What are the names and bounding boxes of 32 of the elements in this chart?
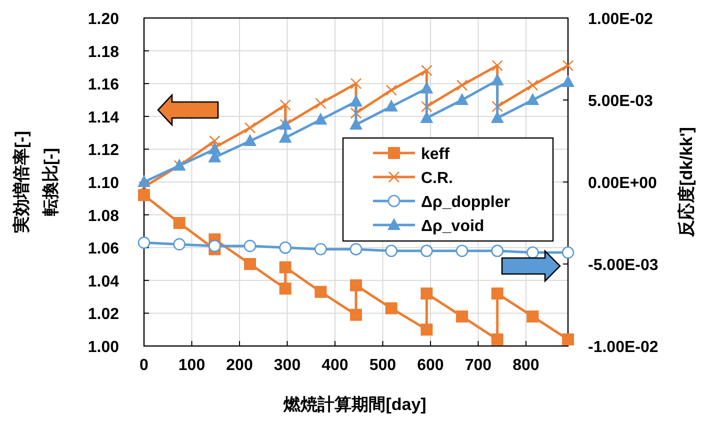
y-axis-title: 実効増倍率[-] 転換比[-]: [11, 131, 60, 234]
y-tick-label: 1.10: [88, 175, 120, 192]
x-tick-label: 500: [369, 357, 396, 374]
x-tick-label: 800: [512, 357, 540, 374]
y-tick-label: 1.12: [88, 142, 120, 160]
y2-tick-label: -5.00E-03: [588, 257, 658, 274]
y-tick-label: 1.04: [88, 273, 120, 290]
y-tick-label: 1.06: [88, 240, 120, 258]
y2-tick-label: 5.00E-03: [588, 93, 654, 110]
x-axis-title: 燃焼計算期間[day]: [282, 395, 426, 414]
x-tick-label: 100: [178, 357, 206, 374]
y2-axis-title: 反応度[dk/kk']: [677, 127, 696, 238]
y-tick-label: 1.08: [88, 208, 120, 225]
legend-label: C.R.: [421, 170, 453, 187]
x-tick-label: 400: [322, 357, 348, 374]
legend-label: keff: [421, 146, 450, 163]
y2-tick-label: -1.00E-02: [588, 339, 658, 356]
y-tick-label: 1.18: [88, 44, 120, 61]
y2-tick-label: 1.00E-02: [588, 11, 654, 28]
x-tick-label: 700: [464, 357, 492, 374]
x-tick-label: 600: [417, 357, 444, 374]
x-tick-label: 0: [140, 357, 149, 374]
y-tick-label: 1.02: [88, 306, 120, 324]
y2-tick-label: 0.00E+00: [588, 175, 658, 192]
y-tick-label: 1.20: [88, 11, 120, 28]
x-tick-label: 300: [274, 357, 301, 374]
x-tick-label: 200: [226, 357, 253, 374]
legend-label: Δρ_void: [421, 218, 484, 235]
y-tick-label: 1.14: [88, 109, 120, 126]
legend-label: Δρ_doppler: [421, 194, 510, 211]
y-tick-label: 1.00: [88, 339, 120, 356]
y-tick-label: 1.16: [88, 76, 120, 94]
